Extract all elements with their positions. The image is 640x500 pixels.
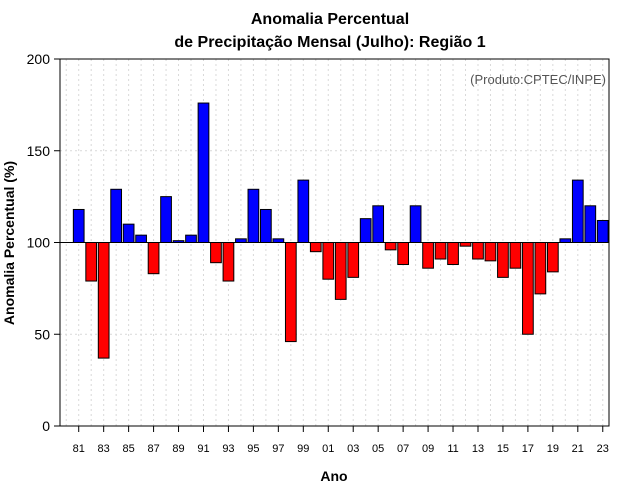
bar-03 [347, 242, 360, 278]
bar-18 [534, 242, 547, 295]
bar-09 [422, 242, 434, 269]
bar-82 [85, 242, 98, 282]
bar-85 [122, 223, 135, 243]
x-tick-label: 19 [547, 443, 559, 455]
y-tick-label: 100 [27, 235, 51, 251]
bar-92 [210, 242, 222, 264]
x-tick-label: 99 [297, 443, 309, 455]
bar-00 [309, 242, 322, 253]
bar-10 [434, 242, 447, 260]
bar-94 [235, 238, 247, 244]
x-tick-label: 81 [73, 443, 85, 455]
x-tick-label: 85 [123, 443, 135, 455]
bar-23 [596, 219, 609, 243]
bar-84 [110, 188, 123, 244]
x-tick-label: 01 [322, 443, 334, 455]
bar-88 [160, 196, 172, 243]
bars-group [72, 102, 609, 359]
bar-02 [334, 242, 347, 300]
y-axis-label: Anomalia Percentual (%) [1, 161, 17, 325]
x-tick-label: 15 [497, 443, 509, 455]
bar-91 [197, 102, 210, 244]
y-tick-label: 0 [42, 418, 50, 434]
credit-label: (Produto:CPTEC/INPE) [470, 72, 606, 87]
bar-22 [584, 205, 597, 244]
bar-86 [135, 234, 147, 244]
bar-87 [147, 242, 160, 275]
bar-13 [472, 242, 484, 260]
x-tick-label: 11 [447, 443, 458, 455]
bar-90 [185, 234, 197, 244]
x-tick-label: 89 [172, 443, 184, 455]
bar-81 [72, 208, 85, 243]
x-tick-label: 07 [397, 443, 409, 455]
x-tick-label: 17 [522, 443, 534, 455]
y-tick-label: 50 [34, 326, 50, 342]
x-tick-label: 91 [197, 443, 209, 455]
bar-20 [559, 238, 572, 244]
x-tick-label: 95 [247, 443, 259, 455]
y-axis-ticks: 0 50 100 150 200 [27, 51, 60, 434]
bar-07 [397, 242, 409, 266]
bar-21 [571, 179, 584, 243]
x-tick-label: 03 [347, 443, 359, 455]
x-axis-ticks: 81 83 85 87 89 91 93 95 97 99 01 03 05 07 09 11 13 15 17 19… [73, 426, 609, 455]
bar-96 [260, 208, 272, 243]
x-tick-label: 09 [422, 443, 434, 455]
bar-99 [297, 179, 310, 243]
bar-04 [359, 218, 372, 244]
bar-17 [522, 242, 534, 335]
bar-95 [247, 188, 260, 244]
bar-11 [447, 242, 459, 266]
bar-89 [172, 240, 185, 243]
bar-15 [497, 242, 509, 278]
y-tick-label: 150 [27, 143, 51, 159]
bar-93 [222, 242, 235, 282]
bar-14 [484, 242, 497, 262]
bar-98 [284, 242, 297, 343]
x-axis-label: Ano [320, 468, 347, 484]
x-tick-label: 87 [147, 443, 159, 455]
chart-title-line1: Anomalia Percentual [251, 11, 409, 28]
x-tick-label: 05 [372, 443, 384, 455]
bar-16 [509, 242, 522, 269]
bar-19 [546, 242, 559, 273]
x-tick-label: 13 [472, 443, 484, 455]
grid-lines [60, 59, 609, 426]
bar-83 [97, 242, 110, 359]
bar-01 [322, 242, 335, 280]
y-tick-label: 200 [27, 51, 51, 67]
bar-97 [272, 238, 285, 244]
x-tick-label: 83 [98, 443, 110, 455]
bar-05 [372, 205, 385, 244]
bar-12 [459, 242, 472, 247]
x-tick-label: 93 [222, 443, 234, 455]
bar-06 [384, 242, 397, 251]
bar-08 [409, 205, 422, 244]
x-tick-label: 23 [597, 443, 609, 455]
x-tick-label: 97 [272, 443, 284, 455]
chart-title-line2: de Precipitação Mensal (Julho): Região 1 [174, 34, 485, 51]
x-tick-label: 21 [572, 443, 584, 455]
